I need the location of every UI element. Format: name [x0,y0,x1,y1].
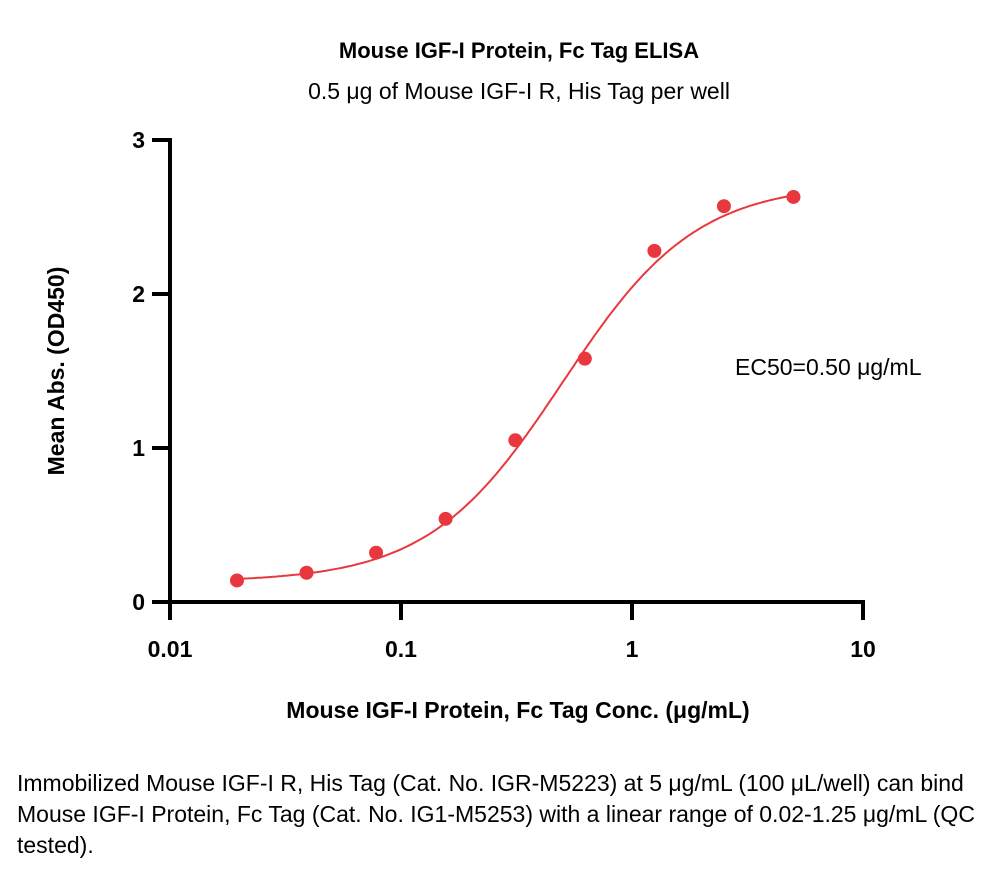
figure-caption: Immobilized Mouse IGF-I R, His Tag (Cat.… [17,770,975,858]
data-point [229,573,244,588]
data-point [647,243,662,258]
data-point [438,511,453,526]
x-tick-label: 0.1 [385,636,417,662]
data-point [716,199,731,214]
x-tick-label: 1 [626,636,639,662]
x-tick-label: 0.01 [148,636,193,662]
data-point [369,545,384,560]
axes: 0.01 0.1 1 10 0 1 2 3 [132,127,876,662]
data-points [229,189,801,588]
y-tick-label: 2 [132,281,145,307]
y-tick-label: 1 [132,435,145,461]
data-point [508,433,523,448]
chart-subtitle: 0.5 μg of Mouse IGF-I R, His Tag per wel… [308,78,730,104]
ec50-annotation: EC50=0.50 μg/mL [735,354,922,380]
data-point [577,351,592,366]
data-point [786,189,801,204]
fit-curve [236,194,794,580]
data-point [299,565,314,580]
x-axis-label: Mouse IGF-I Protein, Fc Tag Conc. (μg/mL… [286,697,749,723]
x-tick-label: 10 [850,636,876,662]
chart-title: Mouse IGF-I Protein, Fc Tag ELISA [338,38,700,63]
y-tick-label: 0 [132,589,145,615]
y-tick-label: 3 [132,127,145,153]
y-axis-label: Mean Abs. (OD450) [43,267,69,476]
